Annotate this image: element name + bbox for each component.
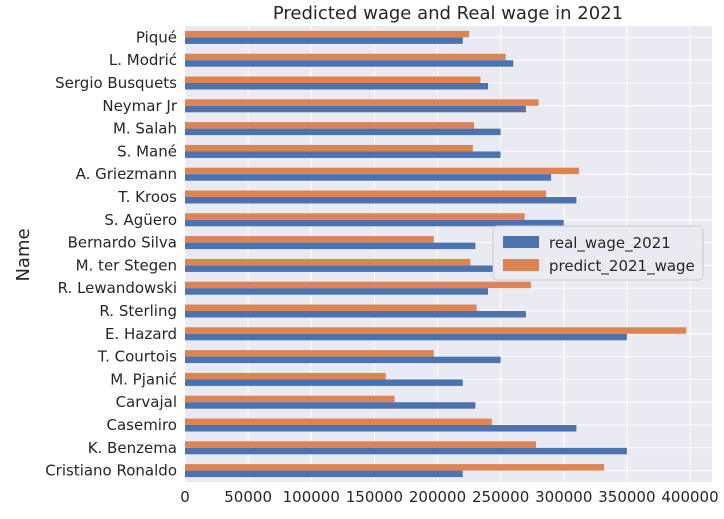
bars: [185, 30, 687, 478]
bar-real: [185, 174, 552, 181]
x-tick-label: 50000: [224, 488, 272, 506]
bar-predict: [185, 53, 506, 61]
category-label: S. Agüero: [104, 211, 177, 229]
category-label: R. Lewandowski: [58, 279, 177, 297]
x-tick-labels: 0 50000 100000 150000 200000 250000 300000 3500…: [180, 488, 718, 506]
category-label: Cristiano Ronaldo: [45, 462, 177, 480]
bar-predict: [185, 350, 434, 357]
bar-predict: [185, 395, 395, 403]
bar-real: [185, 333, 627, 341]
category-labels: Piqué L. Modrić Sergio Busquets Neymar Jr M.…: [45, 28, 178, 479]
legend-label-real: real_wage_2021: [549, 234, 671, 253]
category-label: Bernardo Silva: [68, 234, 177, 252]
bar-predict: [185, 144, 473, 152]
x-tick-label: 150000: [346, 488, 403, 506]
bar-real: [185, 379, 463, 386]
bar-real: [185, 402, 476, 409]
x-tick-label: 0: [180, 488, 190, 506]
category-label: Casemiro: [106, 416, 177, 434]
category-label: Piqué: [136, 28, 177, 46]
category-label: A. Griezmann: [76, 165, 177, 183]
bar-real: [185, 60, 514, 67]
category-label: K. Benzema: [88, 439, 177, 457]
bar-predict: [185, 30, 470, 38]
category-label: L. Modrić: [109, 51, 177, 69]
bar-real: [185, 219, 564, 227]
bar-real: [185, 447, 627, 455]
bar-real: [185, 197, 577, 204]
bar-real: [185, 128, 501, 136]
bar-predict: [185, 258, 471, 266]
category-label: T. Courtois: [97, 348, 177, 366]
category-label: M. Pjanić: [110, 370, 177, 388]
bar-predict: [185, 304, 477, 311]
bar-predict: [185, 418, 492, 425]
bar-real: [185, 356, 501, 364]
bar-real: [185, 288, 488, 295]
legend-swatch-predict: [503, 259, 539, 271]
legend-swatch-real: [503, 236, 539, 248]
category-label: Neymar Jr: [102, 97, 177, 115]
x-tick-label: 350000: [598, 488, 655, 506]
y-axis-label: Name: [13, 228, 34, 281]
category-label: T. Kroos: [117, 188, 177, 206]
bar-real: [185, 83, 488, 90]
chart-title: Predicted wage and Real wage in 2021: [273, 3, 623, 24]
bar-real: [185, 37, 463, 44]
x-tick-label: 100000: [283, 488, 340, 506]
bar-predict: [185, 167, 579, 175]
legend: real_wage_2021 predict_2021_wage: [492, 225, 704, 281]
legend-label-predict: predict_2021_wage: [549, 257, 695, 276]
bar-predict: [185, 190, 547, 197]
bar-real: [185, 242, 476, 250]
bar-real: [185, 105, 526, 113]
bar-real: [185, 151, 501, 158]
category-label: R. Sterling: [99, 302, 177, 320]
bar-predict: [185, 236, 434, 243]
bar-real: [185, 265, 501, 272]
bar-predict: [185, 464, 605, 471]
bar-predict: [185, 76, 481, 83]
bar-predict: [185, 281, 531, 289]
x-tick-label: 250000: [472, 488, 529, 506]
bar-predict: [185, 213, 525, 220]
category-label: M. ter Stegen: [76, 256, 177, 274]
bar-real: [185, 470, 463, 478]
bar-predict: [185, 122, 475, 129]
x-tick-label: 400000: [661, 488, 718, 506]
category-label: Sergio Busquets: [55, 74, 177, 92]
category-label: S. Mané: [117, 142, 177, 160]
bar-predict: [185, 99, 539, 106]
bar-predict: [185, 327, 687, 334]
bar-predict: [185, 372, 386, 380]
category-label: E. Hazard: [105, 325, 177, 343]
bar-real: [185, 311, 526, 318]
legend-box: [492, 225, 704, 281]
category-label: M. Salah: [113, 120, 177, 138]
bar-real: [185, 425, 577, 432]
x-tick-label: 200000: [409, 488, 466, 506]
bar-predict: [185, 441, 536, 448]
x-tick-label: 300000: [535, 488, 592, 506]
category-label: Carvajal: [116, 393, 177, 411]
